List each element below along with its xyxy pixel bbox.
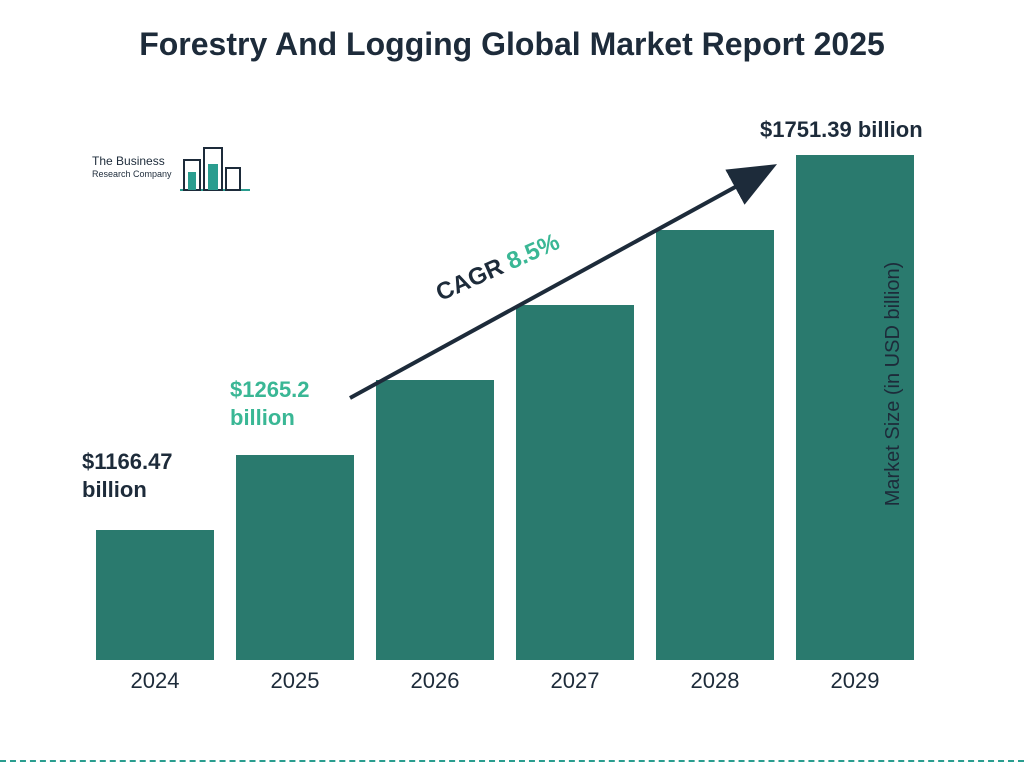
bar-group [510,305,640,660]
bars-container [80,130,930,660]
value-label: $1166.47billion [82,448,173,503]
chart-area: 2024 2025 2026 2027 2028 2029 [80,130,950,700]
bar-group [90,530,220,660]
bar [236,455,354,660]
bottom-dashed-border [0,760,1024,762]
x-axis-tick-label: 2029 [790,662,920,700]
x-axis-labels: 2024 2025 2026 2027 2028 2029 [80,662,930,700]
y-axis-label: Market Size (in USD billion) [882,262,905,507]
x-axis-tick-label: 2027 [510,662,640,700]
bar-group [230,455,360,660]
bar [516,305,634,660]
bar [656,230,774,660]
chart-title: Forestry And Logging Global Market Repor… [0,24,1024,64]
bar [96,530,214,660]
value-label: $1751.39 billion [760,116,923,144]
value-label: $1265.2billion [230,376,310,431]
x-axis-tick-label: 2026 [370,662,500,700]
bar-group [370,380,500,660]
x-axis-tick-label: 2028 [650,662,780,700]
x-axis-tick-label: 2025 [230,662,360,700]
bar-group [650,230,780,660]
x-axis-tick-label: 2024 [90,662,220,700]
bar [376,380,494,660]
